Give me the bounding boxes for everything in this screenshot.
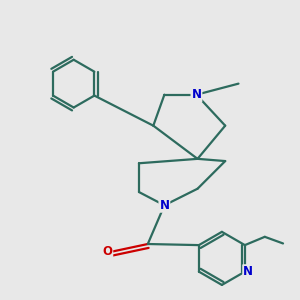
Text: N: N [159, 199, 170, 212]
Text: N: N [191, 88, 202, 101]
Text: N: N [243, 265, 253, 278]
Text: O: O [102, 245, 112, 258]
